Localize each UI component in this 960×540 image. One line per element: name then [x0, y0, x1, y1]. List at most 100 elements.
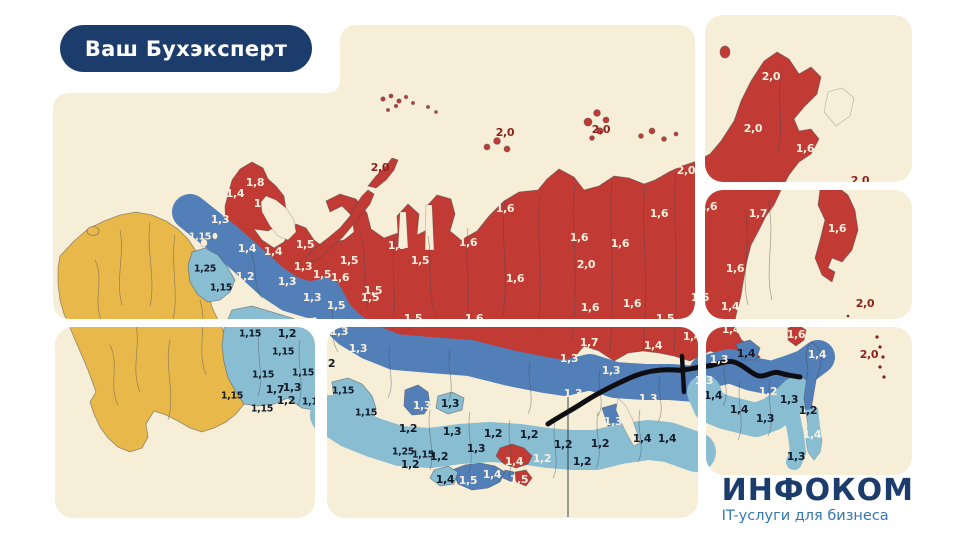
coefficient-label: 1,25 — [194, 264, 216, 275]
lake-ladoga — [200, 238, 208, 248]
coefficient-label: 1,5 — [361, 291, 380, 304]
infocom-logo: ИНФОКОМ IT-услуги для бизнеса — [722, 475, 914, 524]
coefficient-label: 1,5 — [510, 473, 529, 486]
coefficient-label: 1,3 — [780, 393, 799, 406]
railway-line — [545, 359, 803, 427]
coefficient-label: 1,3 — [413, 399, 432, 412]
coefficient-label: 1,2 — [277, 394, 296, 407]
coefficient-label: 1,2 — [554, 438, 573, 451]
coefficient-label: 1,2 — [401, 458, 420, 471]
coefficient-label: 1,15 — [210, 283, 232, 294]
coefficient-label: 1,5 — [340, 254, 359, 267]
coefficient-label: 1,4 — [264, 245, 283, 258]
white-sea — [260, 195, 297, 241]
coefficient-label: 1,4 — [808, 348, 827, 361]
coefficient-label: 2,0 — [851, 174, 870, 187]
coefficient-label: 1,3 — [756, 412, 775, 425]
coefficient-label: 1,6 — [459, 236, 478, 249]
coefficient-label: 1,6 — [623, 297, 642, 310]
coefficient-label: 1,4 — [683, 330, 702, 343]
coefficient-label: 1,3 — [467, 442, 486, 455]
coefficient-label: 1,15 — [221, 391, 243, 402]
coefficient-label: 1,3 — [604, 415, 623, 428]
coefficient-label: 1,2 — [317, 357, 336, 370]
coefficient-labels: 2,02,0 2,02,02,02,01,81,41,71,31,151,4 1,4… — [189, 70, 879, 487]
coefficient-label: 1,6 — [828, 222, 847, 235]
coefficient-label: 1,3 — [564, 387, 583, 400]
coefficient-label: 1,5 — [411, 254, 430, 267]
region-sakhalin — [803, 341, 823, 461]
coefficient-label: 1,2 — [278, 327, 297, 340]
coefficient-label: 1,2 — [430, 450, 449, 463]
coefficient-label: 1,7 — [580, 336, 599, 349]
coefficient-label: 1,3 — [330, 325, 349, 338]
coefficient-label: 1,7 — [266, 383, 285, 396]
coefficient-label: 1,15 — [292, 368, 314, 379]
coefficient-label: 1,2 — [236, 270, 255, 283]
coefficient-label: 1,4 — [505, 455, 524, 468]
coefficient-label: 1,6 — [787, 328, 806, 341]
coefficient-label: 1,2 — [533, 452, 552, 465]
coefficient-label: 1,15 — [355, 408, 377, 419]
ob-gulf — [397, 211, 409, 249]
coefficient-label: 1,15 — [412, 450, 434, 461]
coefficient-label: 2,0 — [677, 164, 696, 177]
coefficient-label: 2,0 — [577, 258, 596, 271]
coefficient-label: 1,6 — [506, 272, 525, 285]
coefficient-label: 1,5 — [459, 474, 478, 487]
coefficient-label: 1,2 — [573, 455, 592, 468]
coefficient-label: 1,3 — [560, 352, 579, 365]
coefficient-label: 1,4 — [737, 347, 756, 360]
coefficient-label: 1,4 — [722, 323, 741, 336]
coefficient-label: 1,3 — [695, 374, 714, 387]
coefficient-label: 1,4 — [436, 473, 455, 486]
coefficient-label: 1,7 — [254, 197, 273, 210]
coefficient-label: 1,5 — [313, 268, 332, 281]
kuril-islands — [846, 314, 886, 379]
coefficient-label: 1,2 — [759, 385, 778, 398]
coefficient-label: 1,15 — [189, 232, 211, 243]
coefficient-label: 1,2 — [520, 428, 539, 441]
coefficient-label: 1,4 — [658, 432, 677, 445]
coefficient-label: 2,0 — [371, 161, 390, 174]
coefficient-label: 1,6 — [611, 237, 630, 250]
brand-badge: Ваш Бухэксперт — [60, 25, 312, 72]
map-regions — [57, 45, 886, 517]
infocom-logo-title: ИНФОКОМ — [721, 473, 914, 509]
coefficient-label: 1,6 — [496, 202, 515, 215]
region-tuva — [495, 443, 533, 487]
coefficient-label: 1,3 — [787, 450, 806, 463]
coefficient-label: 1,4 — [803, 428, 822, 441]
coefficient-label: 1,5 — [327, 299, 346, 312]
coefficient-label: 1,7 — [749, 207, 768, 220]
coefficient-label: 1,6 — [726, 262, 745, 275]
coefficient-label: 2,0 — [496, 126, 515, 139]
taz-gulf — [424, 204, 435, 251]
coefficient-label: 1,3 — [639, 392, 658, 405]
coefficient-label: 1,5 — [691, 291, 710, 304]
coefficient-label: 1,2 — [799, 404, 818, 417]
coefficient-label: 1,3 — [602, 364, 621, 377]
coefficient-label: 1,6 — [465, 312, 484, 325]
coefficient-label: 1,8 — [246, 176, 265, 189]
coefficient-label: 1,4 — [238, 242, 257, 255]
coefficient-label: 1,6 — [796, 142, 815, 155]
coefficient-label: 1,4 — [226, 187, 245, 200]
coefficient-label: 1,4 — [483, 468, 502, 481]
coefficient-label: 1,3 — [303, 291, 322, 304]
coefficient-label: 2,0 — [762, 70, 781, 83]
coefficient-label: 2,0 — [860, 348, 879, 361]
coefficient-label: 1,2 — [591, 437, 610, 450]
coefficient-label: 1,4 — [730, 403, 749, 416]
coefficient-label: 1,3 — [710, 353, 729, 366]
coefficient-label: 1,5 — [296, 238, 315, 251]
coefficient-label: 1,2 — [399, 422, 418, 435]
coefficient-label: 1,5 — [388, 239, 407, 252]
anadyr-gulf — [823, 87, 855, 127]
infocom-logo-subtitle: IT-услуги для бизнеса — [721, 507, 889, 524]
lake-baikal — [615, 397, 641, 447]
coefficient-label: 2,0 — [592, 123, 611, 136]
coefficient-label: 1,6 — [581, 301, 600, 314]
